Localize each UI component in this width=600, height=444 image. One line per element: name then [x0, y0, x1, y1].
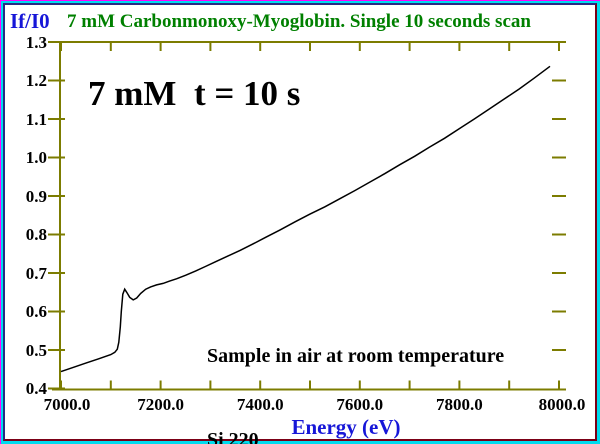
x-axis-title: Energy (eV) — [291, 415, 401, 439]
x-tick-label: 7000.0 — [43, 395, 91, 414]
y-tick-label: 0.9 — [25, 186, 47, 206]
y-tick-label: 1.2 — [25, 71, 47, 90]
x-tick-label: 7200.0 — [137, 395, 184, 414]
x-tick-label: 7400.0 — [236, 395, 284, 414]
y-tick-label: 0.4 — [25, 379, 47, 398]
y-tick-label: 1.3 — [25, 32, 47, 52]
plot-title: 7 mM Carbonmonoxy-Myoglobin. Single 10 s… — [67, 11, 531, 32]
sample-info-annotation: Sample in air at room temperature Si 220… — [207, 286, 504, 444]
spectrum-curve — [60, 65, 551, 373]
window-frame-bevel — [3, 3, 597, 441]
x-tick-label: 7600.0 — [336, 395, 384, 414]
y-tick-label: 0.8 — [25, 225, 47, 244]
concentration-time-annotation: 7 mM t = 10 s — [88, 74, 301, 113]
y-tick-label: 0.5 — [25, 340, 47, 360]
y-axis-corner-label: If/I0 — [10, 9, 50, 33]
x-tick-label: 8000.0 — [538, 395, 586, 414]
y-tick-label: 0.6 — [25, 302, 47, 321]
x-tick-label: 7800.0 — [436, 395, 483, 414]
annotation-line-sample: Sample in air at room temperature — [207, 345, 505, 367]
y-tick-label: 0.7 — [25, 263, 47, 283]
y-tick-label: 1.0 — [25, 148, 47, 167]
annotation-line-crystal: Si 220 — [207, 429, 259, 444]
y-tick-label: 1.1 — [25, 109, 47, 129]
